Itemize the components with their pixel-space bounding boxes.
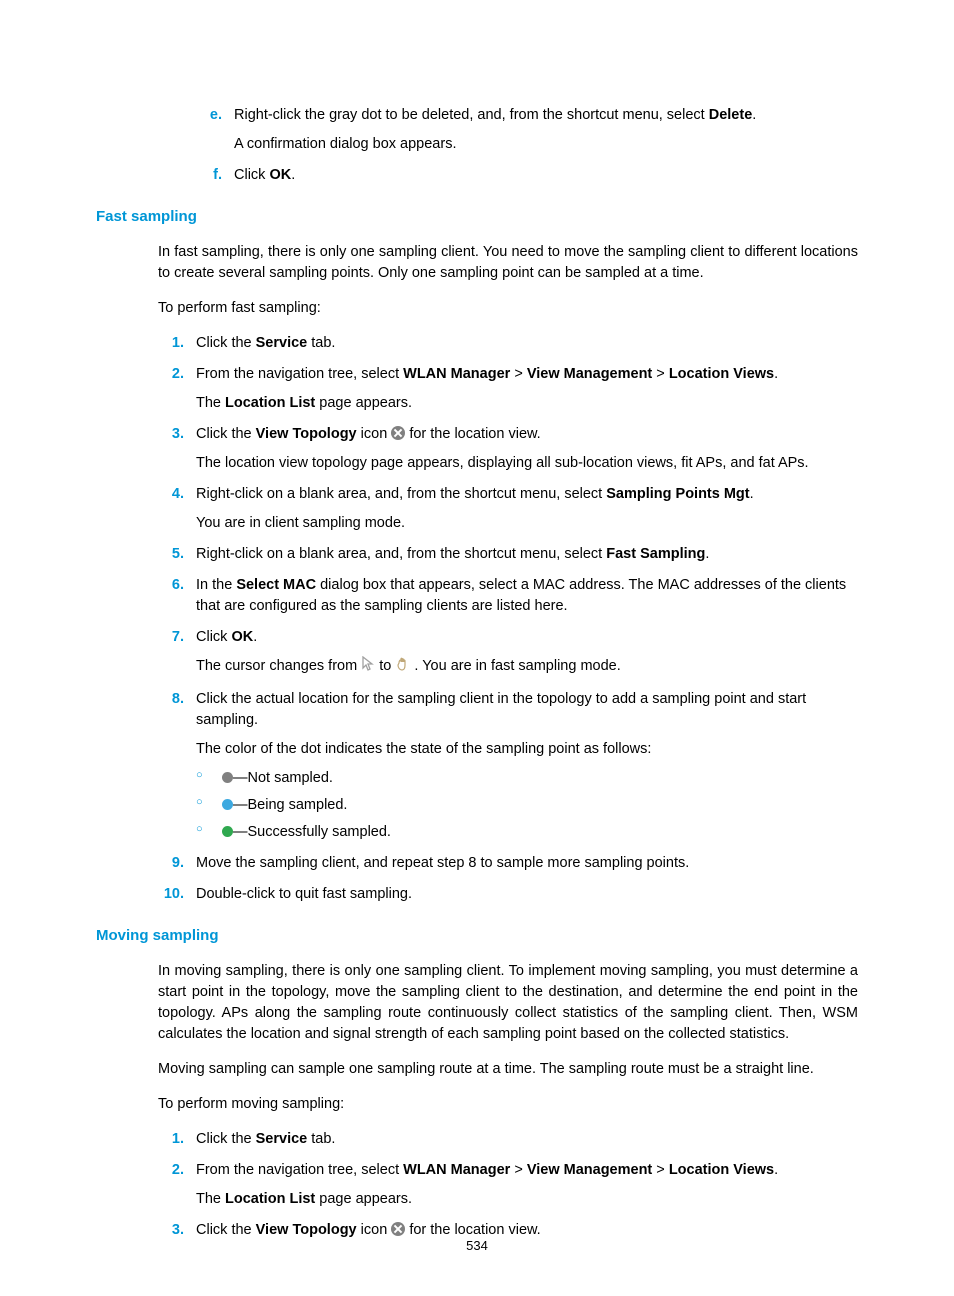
step-subtext: The cursor changes from to . You are in … xyxy=(196,656,858,679)
bullet-icon: ○ xyxy=(196,822,203,838)
step-text: Click the actual location for the sampli… xyxy=(196,689,858,731)
list-marker: 4. xyxy=(158,484,184,505)
list-marker: f. xyxy=(196,165,222,186)
list-item: e. Right-click the gray dot to be delete… xyxy=(196,105,858,155)
list-marker: 1. xyxy=(158,1129,184,1150)
list-marker: 1. xyxy=(158,333,184,354)
list-marker: 7. xyxy=(158,627,184,648)
step-subtext: The color of the dot indicates the state… xyxy=(196,739,858,760)
list-item: 10. Double-click to quit fast sampling. xyxy=(158,884,858,905)
bullet-icon: ○ xyxy=(196,768,203,784)
list-marker: e. xyxy=(196,105,222,126)
step-text: Click the Service tab. xyxy=(196,333,858,354)
list-item: 9. Move the sampling client, and repeat … xyxy=(158,853,858,874)
fast-steps-list: 1. Click the Service tab. 2. From the na… xyxy=(96,333,858,905)
step-text: Move the sampling client, and repeat ste… xyxy=(196,853,858,874)
paragraph: In fast sampling, there is only one samp… xyxy=(158,242,858,284)
step-text: Click OK. xyxy=(196,627,858,648)
list-item: 6. In the Select MAC dialog box that app… xyxy=(158,575,858,617)
page-number: 534 xyxy=(0,1237,954,1256)
document-page: e. Right-click the gray dot to be delete… xyxy=(0,0,954,1296)
color-legend-list: ○—Not sampled. ○—Being sampled. ○—Succes… xyxy=(196,768,858,843)
paragraph: To perform fast sampling: xyxy=(158,298,858,319)
list-marker: 3. xyxy=(158,424,184,445)
step-subtext: The Location List page appears. xyxy=(196,393,858,414)
list-marker: 10. xyxy=(158,884,184,905)
step-text: In the Select MAC dialog box that appear… xyxy=(196,575,858,617)
legend-item: ○—Being sampled. xyxy=(196,795,858,816)
step-text: From the navigation tree, select WLAN Ma… xyxy=(196,364,858,385)
step-subtext: A confirmation dialog box appears. xyxy=(234,134,858,155)
step-subtext: The Location List page appears. xyxy=(196,1189,858,1210)
paragraph: In moving sampling, there is only one sa… xyxy=(158,961,858,1045)
paragraph: Moving sampling can sample one sampling … xyxy=(158,1059,858,1080)
heading-fast-sampling: Fast sampling xyxy=(96,206,858,228)
moving-steps-list: 1. Click the Service tab. 2. From the na… xyxy=(96,1129,858,1241)
step-subtext: The location view topology page appears,… xyxy=(196,453,858,474)
step-text: Right-click on a blank area, and, from t… xyxy=(196,544,858,565)
heading-moving-sampling: Moving sampling xyxy=(96,925,858,947)
list-marker: 2. xyxy=(158,364,184,385)
legend-item: ○—Successfully sampled. xyxy=(196,822,858,843)
hand-cursor-icon xyxy=(395,656,410,679)
list-item: 5. Right-click on a blank area, and, fro… xyxy=(158,544,858,565)
list-marker: 8. xyxy=(158,689,184,710)
list-marker: 9. xyxy=(158,853,184,874)
green-dot-icon xyxy=(222,826,233,837)
list-item: 3. Click the View Topology icon for the … xyxy=(158,424,858,474)
legend-item: ○—Not sampled. xyxy=(196,768,858,789)
step-text: Click the Service tab. xyxy=(196,1129,858,1150)
list-item: 1. Click the Service tab. xyxy=(158,333,858,354)
alpha-list: e. Right-click the gray dot to be delete… xyxy=(96,105,858,186)
list-item: 2. From the navigation tree, select WLAN… xyxy=(158,364,858,414)
view-topology-icon xyxy=(391,426,405,440)
blue-dot-icon xyxy=(222,799,233,810)
list-item: f. Click OK. xyxy=(196,165,858,186)
step-subtext: You are in client sampling mode. xyxy=(196,513,858,534)
list-item: 7. Click OK. The cursor changes from to … xyxy=(158,627,858,679)
step-text: Double-click to quit fast sampling. xyxy=(196,884,858,905)
list-item: 4. Right-click on a blank area, and, fro… xyxy=(158,484,858,534)
step-text: Right-click on a blank area, and, from t… xyxy=(196,484,858,505)
view-topology-icon xyxy=(391,1222,405,1236)
arrow-cursor-icon xyxy=(361,656,375,679)
list-marker: 6. xyxy=(158,575,184,596)
step-text: Click OK. xyxy=(234,165,858,186)
list-item: 1. Click the Service tab. xyxy=(158,1129,858,1150)
bullet-icon: ○ xyxy=(196,795,203,811)
list-item: 8. Click the actual location for the sam… xyxy=(158,689,858,843)
step-text: Click the View Topology icon for the loc… xyxy=(196,424,858,445)
list-marker: 5. xyxy=(158,544,184,565)
step-text: Right-click the gray dot to be deleted, … xyxy=(234,105,858,126)
list-item: 2. From the navigation tree, select WLAN… xyxy=(158,1160,858,1210)
step-text: From the navigation tree, select WLAN Ma… xyxy=(196,1160,858,1181)
list-marker: 2. xyxy=(158,1160,184,1181)
paragraph: To perform moving sampling: xyxy=(158,1094,858,1115)
gray-dot-icon xyxy=(222,772,233,783)
